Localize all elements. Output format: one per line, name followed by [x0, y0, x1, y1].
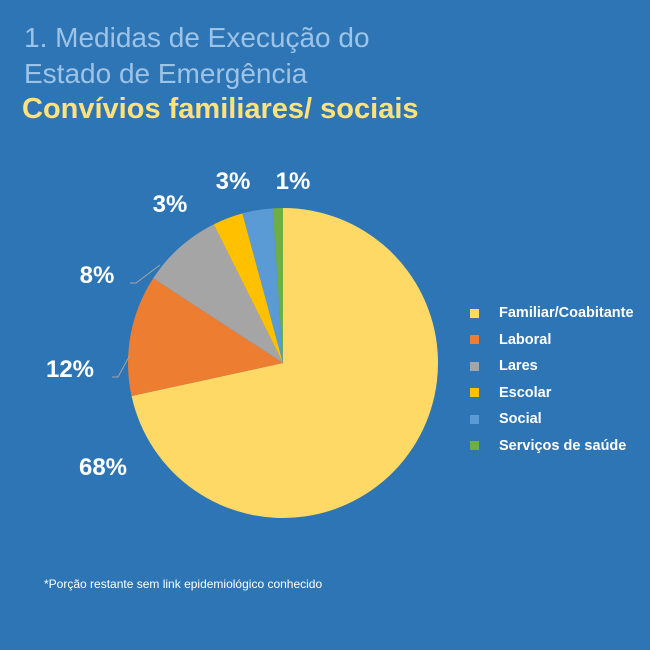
legend-label: Social	[499, 411, 542, 428]
chart-title: 1. Medidas de Execução do Estado de Emer…	[24, 22, 370, 89]
data-label: 8%	[80, 262, 115, 289]
pie-slice-4	[242, 208, 283, 363]
legend-swatch	[470, 308, 479, 318]
legend-swatch	[470, 388, 479, 398]
legend-label: Escolar	[499, 384, 552, 401]
data-label: 68%	[79, 454, 127, 481]
legend-item: Serviços de saúde	[470, 433, 634, 460]
legend-label: Laboral	[499, 331, 552, 348]
pie-slice-5	[272, 208, 283, 363]
legend-item: Laboral	[470, 327, 634, 354]
legend-swatch	[470, 361, 479, 371]
legend-label: Lares	[499, 358, 538, 375]
legend-swatch	[470, 441, 479, 451]
legend-label: Familiar/Coabitante	[499, 305, 634, 322]
pie-slice-2	[153, 224, 283, 363]
legend-label: Serviços de saúde	[499, 437, 627, 454]
legend-item: Escolar	[470, 380, 634, 407]
chart-subtitle: Convívios familiares/ sociais	[22, 93, 419, 125]
pie-slice-1	[128, 278, 283, 397]
data-label: 3%	[216, 168, 251, 195]
data-label: 1%	[276, 168, 311, 195]
footnote: *Porção restante sem link epidemiológico…	[44, 577, 323, 591]
pie-slice-3	[213, 213, 283, 363]
legend-swatch	[470, 414, 479, 424]
data-label: 3%	[153, 191, 188, 218]
leader-line	[112, 354, 131, 378]
legend-swatch	[470, 335, 479, 345]
pie-slice-0	[131, 208, 439, 518]
legend-item: Social	[470, 406, 634, 433]
data-label: 12%	[46, 356, 94, 383]
leader-line	[130, 264, 161, 284]
legend-item: Familiar/Coabitante	[470, 300, 634, 327]
legend: Familiar/Coabitante Laboral Lares Escola…	[470, 300, 634, 459]
legend-item: Lares	[470, 353, 634, 380]
